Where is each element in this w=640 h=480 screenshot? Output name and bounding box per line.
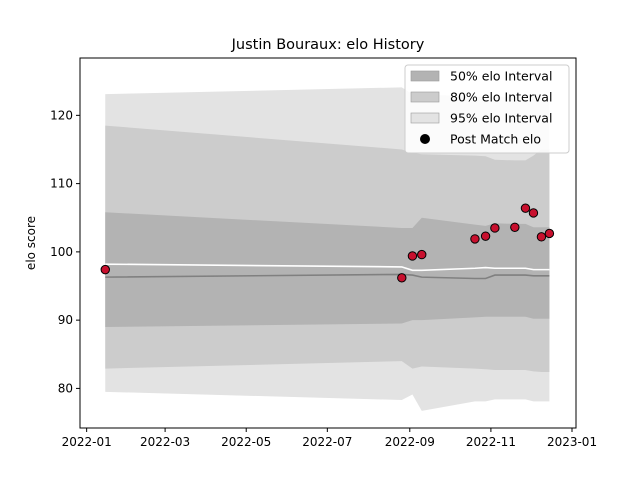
mean-line [105,263,550,272]
y-tick-label: 80 [58,381,73,395]
post-match-point [528,208,539,218]
x-tick-label: 2022-11 [466,435,516,449]
post-match-point [397,273,407,283]
legend-swatch [410,91,440,103]
post-match-point [510,222,520,233]
post-match-point [417,249,427,260]
center-lines [105,263,550,280]
x-tick-label: 2023-01 [547,435,597,449]
legend-label: 80% elo Interval [450,90,552,105]
legend-label: 50% elo Interval [450,69,552,84]
post-match-point [536,232,547,242]
y-axis: 80 90 100 110 120 [50,108,80,395]
post-match-point [470,234,480,244]
median-line [105,273,550,280]
post-match-point [520,203,531,213]
x-tick-label: 2022-05 [221,435,271,449]
legend-marker [420,134,430,144]
legend: 50% elo Interval 80% elo Interval 95% elo … [404,64,570,154]
legend-box [404,64,570,154]
post-match-point [407,251,418,261]
post-match-point [480,231,491,241]
y-axis-label: elo score [24,216,38,270]
legend-label: 95% elo Interval [450,111,552,126]
y-tick-label: 120 [50,108,73,122]
legend-swatch [410,70,440,82]
band-50 [105,212,550,327]
y-tick-label: 110 [50,177,73,191]
x-tick-label: 2022-03 [140,435,190,449]
legend-label: Post Match elo [450,132,541,147]
chart-title: Justin Bouraux: elo History [231,37,425,53]
y-tick-label: 90 [58,313,73,327]
post-match-points [100,203,555,283]
x-tick-label: 2022-07 [302,435,352,449]
plot-frame [79,57,577,429]
x-axis: 2022-01 2022-03 2022-05 2022-07 2022-09 2022-… [62,428,597,449]
post-match-point [544,228,555,239]
interval-bands [105,87,550,411]
y-tick-label: 100 [50,245,73,259]
post-match-point [490,223,500,233]
post-match-point [100,264,110,275]
x-tick-label: 2022-09 [385,435,435,449]
legend-swatch [410,112,440,124]
x-tick-label: 2022-01 [62,435,112,449]
